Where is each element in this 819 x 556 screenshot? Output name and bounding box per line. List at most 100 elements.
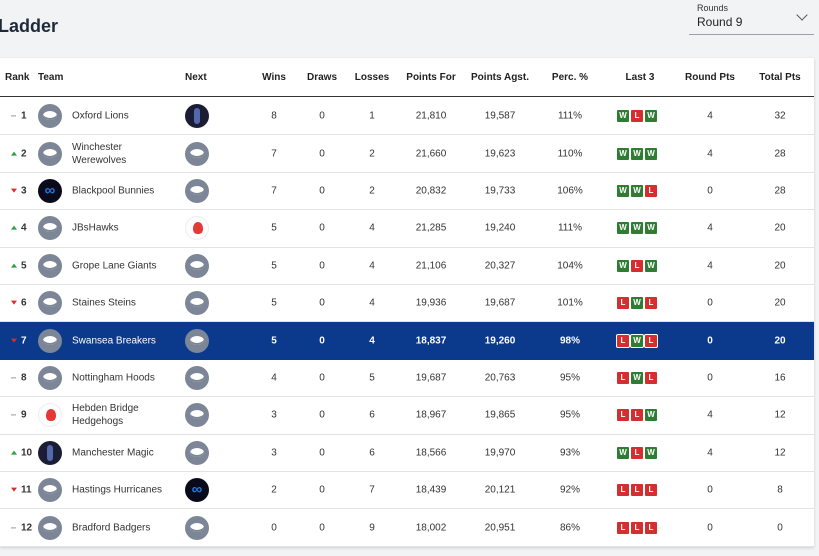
team-name[interactable]: Hastings Hurricanes bbox=[72, 484, 163, 496]
team-name[interactable]: Grope Lane Giants bbox=[72, 260, 157, 272]
table-row[interactable]: 1 Oxford Lions 8 0 1 21,810 19,587 111% 4 32 W L W bbox=[0, 98, 814, 136]
table-row[interactable]: 9 Hebden Bridge Hedgehogs 3 0 6 18,967 19,865 9… bbox=[0, 397, 814, 435]
loss-badge: L bbox=[645, 297, 657, 310]
losses-value: 2 bbox=[369, 185, 375, 197]
pf-value: 18,566 bbox=[415, 447, 447, 459]
next-opponent-puck-icon[interactable] bbox=[185, 365, 209, 390]
draws-value: 0 bbox=[319, 260, 325, 272]
loss-badge: L bbox=[631, 110, 643, 123]
pa-value: 19,733 bbox=[484, 185, 516, 197]
loss-badge: L bbox=[645, 521, 657, 534]
draws-value: 0 bbox=[319, 409, 325, 421]
column-total-pts[interactable]: Total Pts bbox=[759, 72, 801, 83]
trend-down-icon bbox=[11, 338, 17, 343]
team-name[interactable]: JBsHawks bbox=[72, 222, 119, 234]
round-pts-value: 4 bbox=[707, 447, 713, 459]
total-pts-value: 28 bbox=[774, 185, 786, 197]
next-opponent-hawk-logo-icon[interactable] bbox=[185, 216, 209, 241]
table-row[interactable]: 10 Manchester Magic 3 0 6 18,566 19,970 93% 4 12 W… bbox=[0, 435, 814, 472]
losses-value: 6 bbox=[369, 409, 375, 421]
column-perc[interactable]: Perc. % bbox=[551, 72, 589, 83]
next-opponent-puck-icon[interactable] bbox=[185, 328, 209, 353]
next-opponent-puck-icon[interactable] bbox=[185, 440, 209, 465]
column-last3[interactable]: Last 3 bbox=[625, 72, 655, 83]
draws-value: 0 bbox=[319, 185, 325, 197]
next-opponent-puck-icon[interactable] bbox=[185, 515, 209, 540]
table-row[interactable]: 11 Hastings Hurricanes 2 0 7 18,439 20,121 92% 0… bbox=[0, 472, 814, 510]
pa-value: 19,970 bbox=[484, 447, 516, 459]
rounds-select[interactable]: Rounds Round 9 bbox=[689, 0, 814, 35]
next-opponent-puck-icon[interactable] bbox=[185, 403, 209, 428]
table-row[interactable]: 4 JBsHawks 5 0 4 21,285 19,240 111% 4 20 W W W bbox=[0, 210, 814, 248]
next-opponent-puck-icon[interactable] bbox=[185, 178, 209, 203]
page-title: Ladder bbox=[0, 16, 59, 36]
trend-down-icon bbox=[11, 487, 17, 492]
team-name[interactable]: Winchester Werewolves bbox=[72, 141, 127, 166]
rank-value: 7 bbox=[21, 335, 27, 347]
total-pts-value: 32 bbox=[774, 110, 786, 122]
team-name[interactable]: Nottingham Hoods bbox=[72, 372, 155, 384]
pa-value: 20,327 bbox=[484, 260, 516, 272]
wins-value: 5 bbox=[271, 297, 277, 309]
rank-value: 9 bbox=[21, 409, 27, 421]
table-row[interactable]: 6 Staines Steins 5 0 4 19,936 19,687 101% 0 20 L W L bbox=[0, 285, 814, 323]
wins-value: 5 bbox=[271, 260, 277, 272]
column-wins[interactable]: Wins bbox=[262, 72, 286, 83]
team-name[interactable]: Hebden Bridge Hedgehogs bbox=[72, 403, 139, 428]
losses-value: 4 bbox=[369, 222, 375, 234]
column-draws[interactable]: Draws bbox=[306, 72, 338, 83]
team-name[interactable]: Oxford Lions bbox=[72, 110, 129, 122]
table-header: Rank Team Next Wins Draws Losses Points … bbox=[0, 58, 814, 97]
trend-same-icon bbox=[11, 526, 16, 528]
team-name[interactable]: Swansea Breakers bbox=[72, 335, 156, 347]
column-team[interactable]: Team bbox=[38, 72, 64, 83]
next-opponent-magic-logo-icon[interactable] bbox=[185, 104, 209, 129]
table-row[interactable]: 7 Swansea Breakers 5 0 4 18,837 19,260 98% 0 20 L W… bbox=[0, 322, 814, 360]
team-name[interactable]: Bradford Badgers bbox=[72, 522, 151, 534]
loss-badge: L bbox=[617, 484, 629, 497]
next-opponent-puck-icon[interactable] bbox=[185, 141, 209, 166]
team-name[interactable]: Manchester Magic bbox=[72, 447, 154, 459]
next-opponent-puck-icon[interactable] bbox=[185, 291, 209, 316]
trend-up-icon bbox=[11, 225, 17, 230]
column-rank[interactable]: Rank bbox=[5, 72, 30, 83]
column-points-agst[interactable]: Points Agst. bbox=[471, 72, 529, 83]
team-name[interactable]: Staines Steins bbox=[72, 297, 136, 309]
table-row[interactable]: 8 Nottingham Hoods 4 0 5 19,687 20,763 95% 0 16 L W… bbox=[0, 360, 814, 398]
column-next[interactable]: Next bbox=[185, 72, 207, 83]
pf-value: 18,002 bbox=[415, 522, 447, 534]
pa-value: 19,240 bbox=[484, 222, 516, 234]
win-badge: W bbox=[645, 259, 657, 272]
round-pts-value: 0 bbox=[707, 335, 713, 347]
table-row[interactable]: 5 Grope Lane Giants 5 0 4 21,106 20,327 104% 4 20… bbox=[0, 248, 814, 285]
losses-value: 4 bbox=[369, 260, 375, 272]
next-opponent-bunny-logo-icon[interactable] bbox=[185, 478, 209, 503]
column-points-for[interactable]: Points For bbox=[406, 72, 456, 83]
round-pts-value: 0 bbox=[707, 297, 713, 309]
wins-value: 3 bbox=[271, 409, 277, 421]
total-pts-value: 0 bbox=[777, 522, 783, 534]
loss-badge: L bbox=[617, 334, 629, 347]
next-opponent-puck-icon[interactable] bbox=[185, 253, 209, 278]
losses-value: 2 bbox=[369, 148, 375, 160]
round-pts-value: 0 bbox=[707, 185, 713, 197]
rounds-value: Round 9 bbox=[697, 15, 743, 29]
loss-badge: L bbox=[645, 184, 657, 197]
wins-value: 3 bbox=[271, 447, 277, 459]
win-badge: W bbox=[645, 446, 657, 459]
round-pts-value: 4 bbox=[707, 110, 713, 122]
team-name[interactable]: Blackpool Bunnies bbox=[72, 185, 155, 197]
loss-badge: L bbox=[631, 259, 643, 272]
rounds-label: Rounds bbox=[697, 3, 729, 13]
table-row[interactable]: 3 Blackpool Bunnies 7 0 2 20,832 19,733 106% 0 28… bbox=[0, 173, 814, 211]
wins-value: 4 bbox=[271, 372, 277, 384]
column-losses[interactable]: Losses bbox=[354, 72, 390, 83]
draws-value: 0 bbox=[319, 484, 325, 496]
table-row[interactable]: 12 Bradford Badgers 0 0 9 18,002 20,951 86% 0 0 L L… bbox=[0, 509, 814, 547]
win-badge: W bbox=[631, 222, 643, 235]
column-round-pts[interactable]: Round Pts bbox=[685, 72, 735, 83]
table-row[interactable]: 2 Winchester Werewolves 7 0 2 21,660 19,623 110… bbox=[0, 135, 814, 173]
ladder-table: Rank Team Next Wins Draws Losses Points … bbox=[0, 58, 814, 547]
